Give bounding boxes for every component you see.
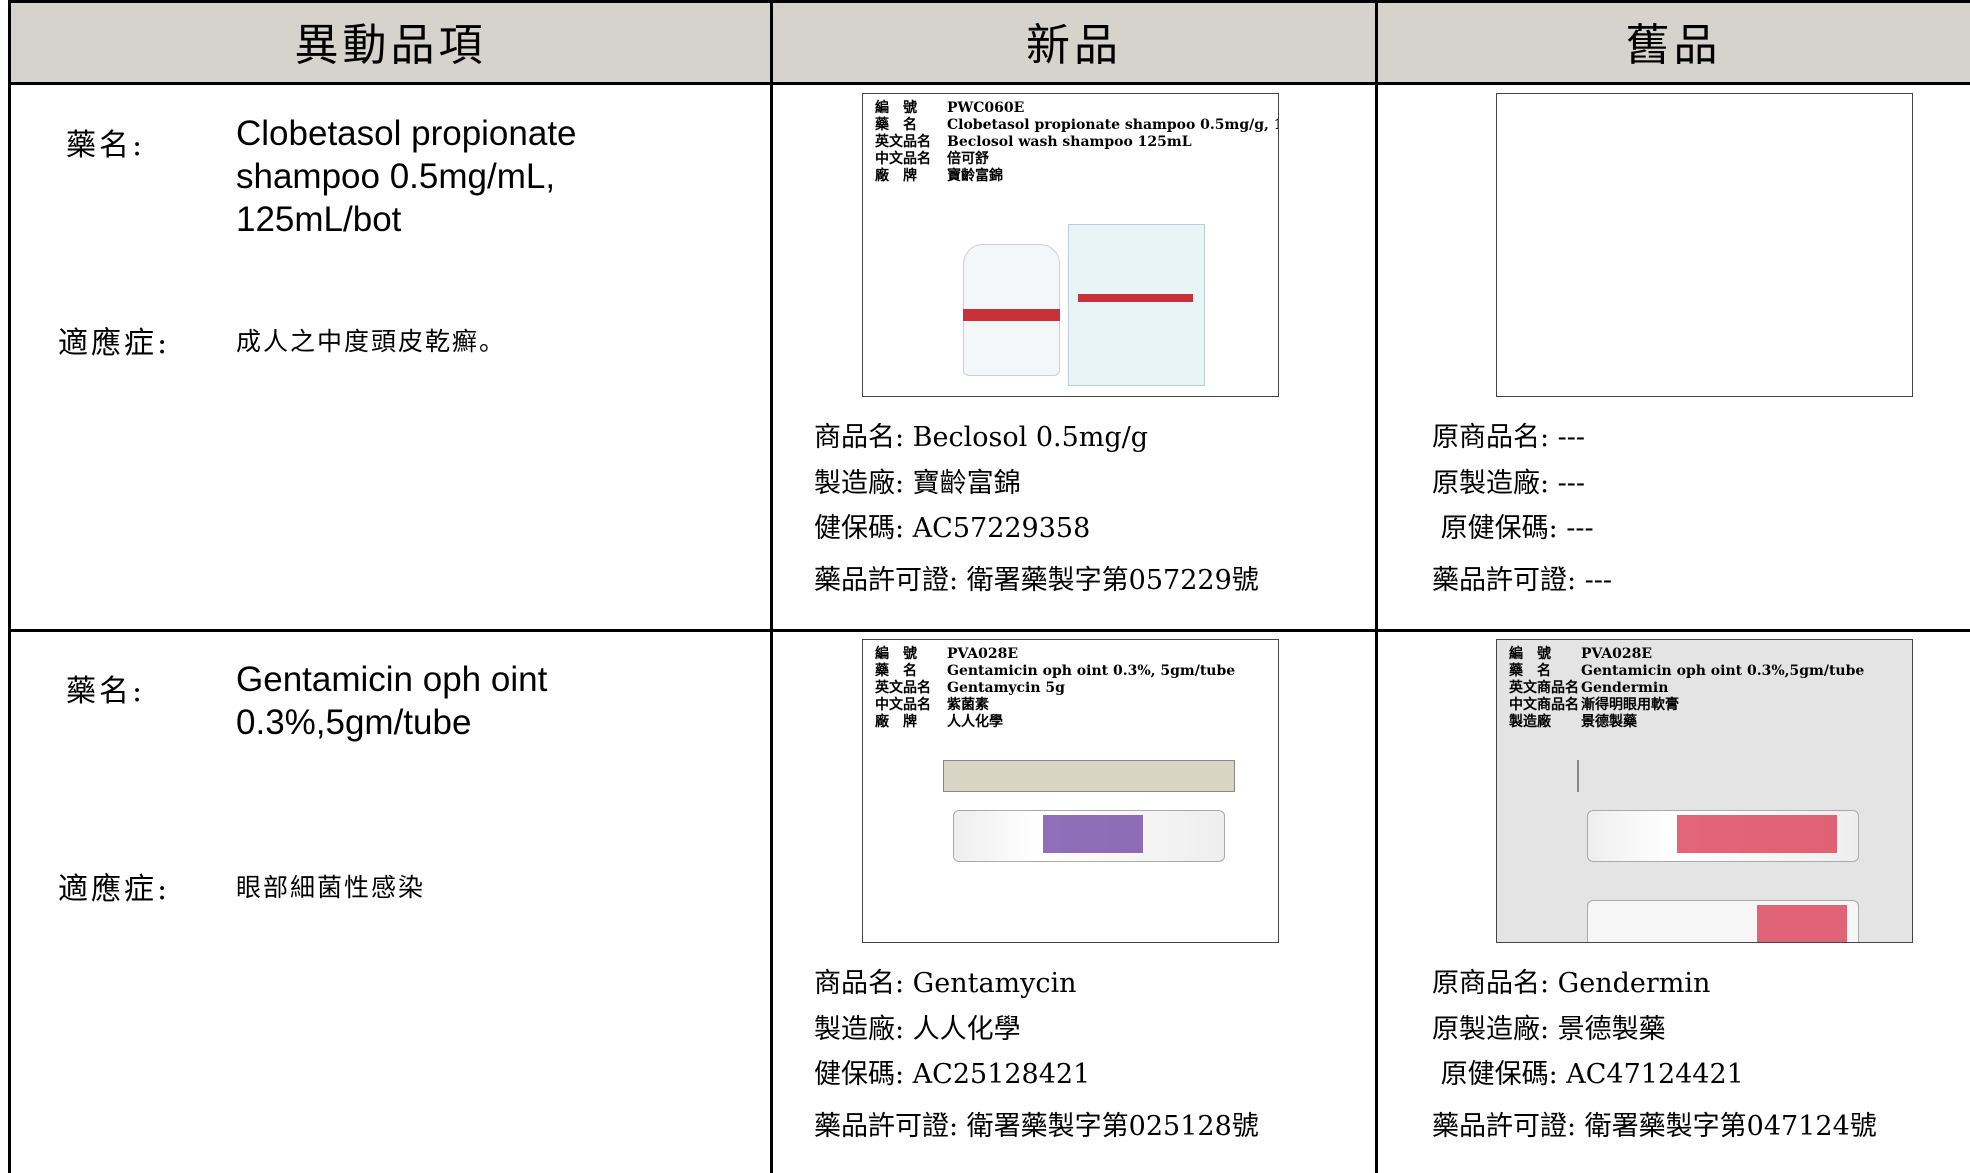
image-label-key: 英文商品名 xyxy=(1509,680,1579,696)
field: 藥品許可證: 衛署藥製字第057229號 xyxy=(814,565,1259,596)
image-label-line: 廠 牌 人人化學 xyxy=(875,714,1003,731)
field: 製造廠: 人人化學 xyxy=(814,1014,1021,1045)
bottle-band xyxy=(963,309,1060,321)
image-label-value: Gendermin xyxy=(1581,680,1669,696)
image-label-value: Clobetasol propionate shampoo 0.5mg/g, 1… xyxy=(947,117,1278,133)
image-label-key: 藥 名 xyxy=(875,663,917,679)
header-cell: 新品 xyxy=(771,0,1377,85)
image-label-value: Gentamicin oph oint 0.3%, 5gm/tube xyxy=(947,663,1236,679)
tube-label xyxy=(1677,815,1837,853)
header-cell: 舊品 xyxy=(1377,0,1970,85)
border xyxy=(10,0,1970,3)
field: 原製造廠: --- xyxy=(1432,468,1586,499)
image-label-key: 中文品名 xyxy=(875,151,931,167)
border xyxy=(8,0,11,1173)
image-label-key: 編 號 xyxy=(1509,646,1551,662)
image-label-line: 編 號 PWC060E xyxy=(875,100,1024,117)
indication: 成人之中度頭皮乾癬。 xyxy=(236,327,507,356)
field: 健保碼: AC25128421 xyxy=(814,1059,1091,1090)
field: 商品名: Beclosol 0.5mg/g xyxy=(814,422,1149,453)
field: 健保碼: AC57229358 xyxy=(814,513,1091,544)
drug-name: Clobetasol propionate shampoo 0.5mg/mL, … xyxy=(236,114,577,239)
image-label-key: 中文品名 xyxy=(875,697,931,713)
image-label-key: 製造廠 xyxy=(1509,714,1551,730)
image-label-value: PVA028E xyxy=(947,646,1019,662)
tube-label xyxy=(1757,905,1847,942)
image-label-key: 英文品名 xyxy=(875,680,931,696)
field: 原健保碼: AC47124421 xyxy=(1432,1059,1744,1090)
field: 藥品許可證: 衛署藥製字第047124號 xyxy=(1432,1111,1877,1142)
image-label-value: PWC060E xyxy=(947,100,1025,116)
product-photo xyxy=(1557,760,1882,942)
image-label-line: 藥 名 Gentamicin oph oint 0.3%, 5gm/tube xyxy=(875,663,1235,680)
product-image: 編 號 PWC060E 藥 名 Clobetasol propionate shamp… xyxy=(862,93,1279,397)
product-image xyxy=(1496,93,1913,397)
drug-name-label: 藥名: xyxy=(66,674,146,709)
image-label-value: 紫菌素 xyxy=(947,697,989,713)
indication: 眼部細菌性感染 xyxy=(236,873,426,902)
image-label-line: 英文品名 Beclosol wash shampoo 125mL xyxy=(875,134,1192,151)
image-label-key: 編 號 xyxy=(875,646,917,662)
image-label-line: 藥 名 Gentamicin oph oint 0.3%,5gm/tube xyxy=(1509,663,1864,680)
tube-label xyxy=(1043,815,1143,853)
image-label-value: 景德製藥 xyxy=(1581,714,1637,730)
field: 原製造廠: 景德製藥 xyxy=(1432,1014,1666,1045)
image-label-key: 廠 牌 xyxy=(875,714,917,730)
drug-name: Gentamicin oph oint 0.3%,5gm/tube xyxy=(236,660,548,742)
ruler xyxy=(1577,760,1579,792)
image-label-value: 漸得明眼用軟膏 xyxy=(1581,697,1679,713)
image-label-key: 藥 名 xyxy=(875,117,917,133)
image-label-key: 英文品名 xyxy=(875,134,931,150)
image-label-key: 中文商品名 xyxy=(1509,697,1579,713)
field: 商品名: Gentamycin xyxy=(814,968,1077,999)
image-label-line: 編 號 PVA028E xyxy=(1509,646,1652,663)
image-label-line: 編 號 PVA028E xyxy=(875,646,1018,663)
field: 製造廠: 寶齡富錦 xyxy=(814,468,1021,499)
drug-name-label: 藥名: xyxy=(66,128,146,163)
indication-label: 適應症: xyxy=(58,326,171,361)
image-label-line: 英文品名 Gentamycin 5g xyxy=(875,680,1065,697)
box xyxy=(1068,224,1205,386)
image-label-value: Beclosol wash shampoo 125mL xyxy=(947,134,1192,150)
header-cell: 異動品項 xyxy=(10,0,771,85)
product-image: 編 號 PVA028E 藥 名 Gentamicin oph oint 0.3%, 5… xyxy=(862,639,1279,943)
field: 原健保碼: --- xyxy=(1432,513,1594,544)
image-label-value: Gentamycin 5g xyxy=(947,680,1065,696)
image-label-value: Gentamicin oph oint 0.3%,5gm/tube xyxy=(1581,663,1865,679)
box-band xyxy=(1078,294,1193,302)
image-label-line: 中文品名 紫菌素 xyxy=(875,697,989,714)
image-label-value: PVA028E xyxy=(1581,646,1653,662)
image-label-key: 藥 名 xyxy=(1509,663,1551,679)
image-label-line: 製造廠 景德製藥 xyxy=(1509,714,1637,731)
border xyxy=(770,0,773,1173)
image-label-key: 廠 牌 xyxy=(875,168,917,184)
ruler xyxy=(943,760,1235,792)
field: 原商品名: --- xyxy=(1432,422,1586,453)
product-image: 編 號 PVA028E 藥 名 Gentamicin oph oint 0.3%,5g… xyxy=(1496,639,1913,943)
image-label-line: 藥 名 Clobetasol propionate shampoo 0.5mg/g… xyxy=(875,117,1278,134)
image-label-value: 倍可舒 xyxy=(947,151,989,167)
image-label-line: 英文商品名 Gendermin xyxy=(1509,680,1668,697)
image-label-value: 人人化學 xyxy=(947,714,1003,730)
image-label-line: 中文商品名 漸得明眼用軟膏 xyxy=(1509,697,1679,714)
border xyxy=(1375,0,1378,1173)
border xyxy=(10,629,1970,632)
field: 藥品許可證: 衛署藥製字第025128號 xyxy=(814,1111,1259,1142)
image-label-key: 編 號 xyxy=(875,100,917,116)
product-photo xyxy=(923,214,1248,386)
image-label-line: 中文品名 倍可舒 xyxy=(875,151,989,168)
field: 藥品許可證: --- xyxy=(1432,565,1613,596)
product-photo xyxy=(923,760,1248,922)
field: 原商品名: Gendermin xyxy=(1432,968,1711,999)
image-label-line: 廠 牌 寶齡富錦 xyxy=(875,168,1003,185)
image-label-value: 寶齡富錦 xyxy=(947,168,1003,184)
indication-label: 適應症: xyxy=(58,872,171,907)
